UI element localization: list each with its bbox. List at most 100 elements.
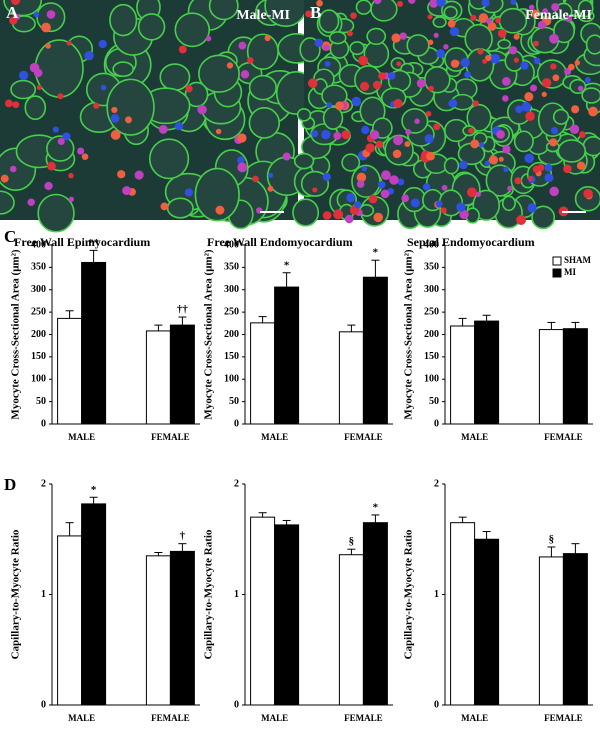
x-tick-label: FEMALE [151,713,190,723]
nucleus [528,4,535,11]
nucleus [264,35,271,42]
nucleus [578,131,586,138]
nucleus [110,130,121,140]
nucleus [247,57,254,64]
nucleus [537,20,546,30]
nucleus [57,137,65,145]
legend-swatch [552,256,562,266]
nucleus [477,48,484,55]
nucleus [399,32,407,40]
nucleus [470,14,477,21]
y-tick-label: 100 [424,374,439,385]
nucleus [396,61,402,67]
bar [274,524,300,706]
cell-outline [148,138,190,180]
y-tick-label: 0 [234,699,239,710]
nucleus [322,172,331,181]
nucleus [393,135,404,146]
nucleus [520,61,529,70]
nucleus [514,177,522,185]
nucleus [378,72,386,80]
nucleus [312,187,318,193]
bar [338,331,364,425]
y-tick-label: 150 [224,351,239,362]
nucleus [443,44,449,50]
nucleus [178,45,187,54]
nucleus [81,153,89,160]
nucleus [513,57,519,63]
y-tick-label: 350 [424,262,439,273]
nucleus [482,58,488,64]
nucleus [335,101,344,111]
x-tick-label: MALE [261,432,288,442]
legend-label: MI [564,267,576,277]
y-tick-label: 300 [31,284,46,295]
y-tick-label: 400 [31,239,46,250]
nucleus [36,84,42,90]
nucleus [541,78,552,88]
y-tick-label: 0 [41,418,46,429]
nucleus [549,33,559,44]
nucleus [521,102,532,112]
cell-outline [137,13,166,41]
cell-outline [296,107,312,122]
nucleus [524,92,534,102]
nucleus [470,139,480,149]
nucleus [344,214,354,224]
x-tick-label: MALE [68,713,95,723]
cell-outline [581,87,600,104]
cell-outline [34,39,84,98]
cell-outline [501,195,516,212]
bar [81,261,107,425]
cell-outline [432,16,447,28]
x-tick-label: MALE [68,432,95,442]
nucleus [441,184,448,191]
nucleus [435,200,443,208]
y-tick-label: 250 [31,306,46,317]
chart-title: Free Wall Epimyocardium [14,235,150,249]
nucleus [84,51,94,61]
legend-label: SHAM [564,255,592,265]
nucleus [185,85,193,93]
nucleus [18,70,29,81]
nucleus [397,178,405,186]
y-tick-label: 150 [424,351,439,362]
nucleus [350,12,357,19]
cell-outline [328,31,347,45]
y-tick-label: 1 [234,589,239,600]
nucleus [326,102,333,109]
nucleus [252,175,259,183]
y-tick-label: 0 [434,699,439,710]
y-tick-label: 50 [429,396,439,407]
nucleus [226,62,234,69]
cell-outline [106,78,155,136]
bar [338,554,364,706]
nucleus [498,156,504,162]
cell-outline [341,153,361,172]
nucleus [459,209,469,220]
bar [169,324,195,425]
nucleus [359,81,370,91]
bar [562,328,588,425]
nucleus [387,72,396,80]
cell-outline [349,41,366,56]
nucleus [416,78,426,88]
nucleus [472,100,479,107]
nucleus [373,212,384,223]
cell-outline [248,107,281,139]
nucleus [550,126,559,135]
nucleus [393,98,403,109]
y-axis-label: Capillary-to-Myocyte Ratio [203,529,215,659]
nucleus [341,130,351,140]
cell-outline [293,152,315,170]
bar [250,516,276,706]
nucleus [375,140,384,149]
y-tick-label: 150 [31,351,46,362]
cell-outline [0,190,15,215]
nucleus [307,78,318,88]
nucleus [93,102,100,109]
nucleus [502,95,509,102]
nucleus [487,22,497,31]
y-axis-label: Capillary-to-Myocyte Ratio [403,529,415,659]
y-tick-label: 400 [424,239,439,250]
